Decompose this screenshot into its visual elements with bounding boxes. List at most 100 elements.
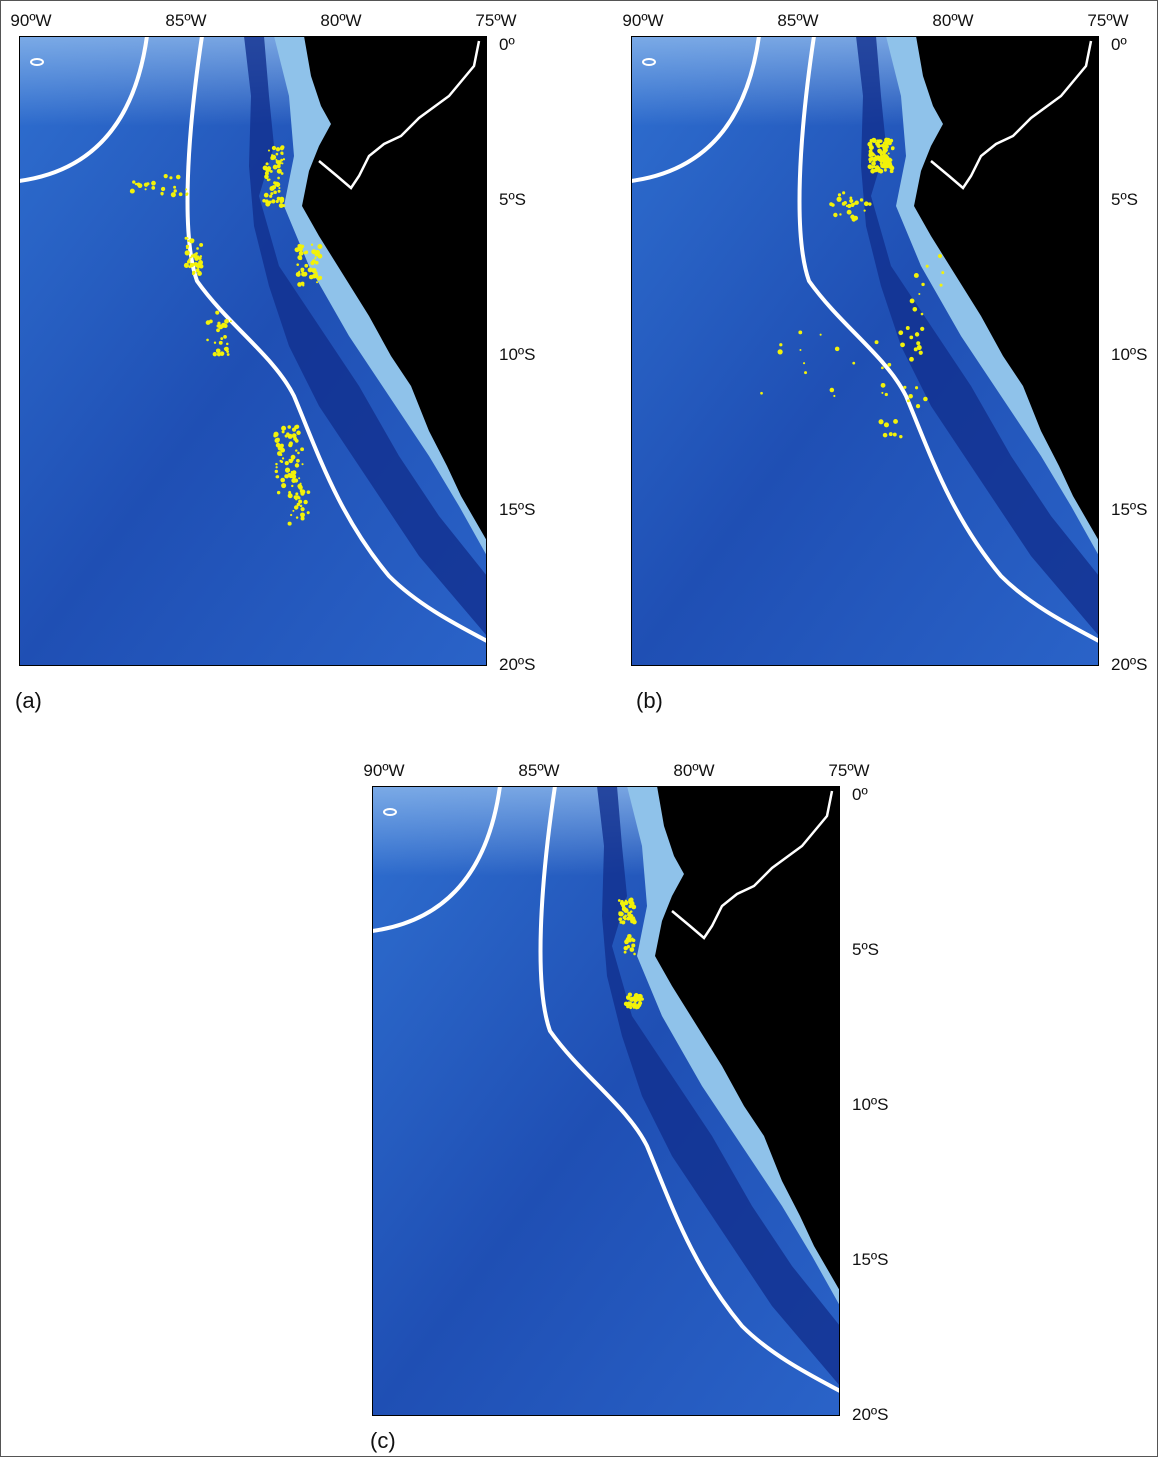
observation-dot: [132, 180, 135, 183]
observation-dot: [760, 392, 763, 395]
observation-dot: [880, 153, 882, 155]
observation-dot: [294, 478, 298, 482]
observation-dot: [833, 395, 835, 397]
observation-dot: [301, 270, 304, 273]
observation-dot: [634, 997, 637, 1000]
observation-dot: [220, 351, 225, 356]
observation-dot: [624, 914, 627, 917]
observation-dot: [632, 920, 637, 925]
observation-dot: [833, 213, 837, 217]
observation-dot: [879, 140, 882, 143]
observation-dot: [631, 943, 635, 947]
lat-label: 15ºS: [852, 1250, 888, 1269]
observation-dot: [627, 934, 632, 939]
observation-dot: [630, 910, 633, 913]
observation-dot: [903, 386, 906, 389]
observation-dot: [198, 257, 201, 260]
observation-dot: [893, 419, 898, 424]
observation-dot: [623, 908, 628, 913]
observation-dot: [876, 155, 881, 160]
observation-dot: [916, 404, 920, 408]
observation-dot: [281, 483, 286, 488]
observation-dot: [197, 271, 202, 276]
observation-dot: [842, 191, 845, 194]
observation-dot: [855, 201, 859, 205]
observation-dot: [888, 152, 890, 154]
observation-dot: [186, 192, 189, 195]
observation-dot: [279, 199, 283, 203]
observation-dot: [301, 516, 305, 520]
observation-dot: [161, 193, 163, 195]
observation-dot: [926, 265, 929, 268]
map-panel: 90ºW85ºW80ºW75ºW0º5ºS10ºS15ºS20ºS(c): [363, 761, 888, 1453]
observation-dot: [216, 328, 220, 332]
observation-dot: [910, 299, 915, 304]
observation-dot: [618, 899, 621, 902]
observation-dot: [849, 199, 853, 203]
observation-dot: [317, 277, 320, 280]
observation-dot: [624, 951, 627, 954]
observation-dot: [881, 383, 886, 388]
lon-label: 80ºW: [673, 761, 714, 780]
observation-dot: [268, 150, 270, 152]
observation-dot: [627, 914, 630, 917]
observation-dot: [908, 394, 913, 399]
observation-dot: [292, 474, 296, 478]
observation-dot: [624, 946, 628, 950]
observation-dot: [912, 307, 917, 312]
observation-dot: [838, 193, 841, 196]
lon-label: 75ºW: [475, 11, 516, 30]
observation-dot: [918, 293, 920, 295]
observation-dot: [893, 433, 897, 437]
observation-dot: [304, 251, 307, 254]
observation-dot: [220, 337, 223, 340]
observation-dot: [273, 190, 277, 194]
lon-label: 80ºW: [932, 11, 973, 30]
observation-dot: [804, 371, 807, 374]
observation-dot: [296, 263, 299, 266]
observation-dot: [921, 283, 924, 286]
observation-dot: [179, 192, 183, 196]
observation-dot: [173, 186, 176, 189]
observation-dot: [888, 141, 892, 145]
observation-dot: [145, 188, 147, 190]
observation-dot: [277, 491, 280, 494]
observation-dot: [938, 254, 942, 258]
lat-label: 5ºS: [1111, 190, 1138, 209]
observation-dot: [300, 447, 304, 451]
observation-dot: [941, 271, 944, 274]
observation-dot: [265, 171, 269, 175]
observation-dot: [864, 209, 866, 211]
observation-dot: [920, 327, 924, 331]
observation-dot: [314, 257, 316, 259]
observation-dot: [917, 345, 922, 350]
observation-dot: [830, 388, 835, 393]
observation-dot: [209, 320, 213, 324]
observation-dot: [199, 243, 203, 247]
observation-dot: [293, 437, 297, 441]
lat-label: 20ºS: [852, 1405, 888, 1424]
observation-dot: [939, 284, 942, 287]
observation-dot: [282, 204, 285, 207]
observation-dot: [275, 463, 277, 465]
observation-dot: [842, 202, 846, 206]
observation-dot: [301, 463, 303, 465]
observation-dot: [262, 199, 266, 203]
observation-dot: [779, 343, 782, 346]
observation-dot: [317, 244, 322, 249]
observation-dot: [298, 244, 302, 248]
observation-dot: [799, 349, 801, 351]
observation-dot: [184, 263, 189, 268]
observation-dot: [216, 348, 221, 353]
lat-label: 5ºS: [852, 940, 879, 959]
observation-dot: [162, 187, 165, 190]
observation-dot: [137, 183, 141, 187]
observation-dot: [852, 362, 855, 365]
observation-dot: [278, 187, 280, 189]
observation-dot: [864, 201, 869, 206]
observation-dot: [847, 210, 852, 215]
observation-dot: [621, 920, 625, 924]
observation-dot: [224, 347, 229, 352]
observation-dot: [188, 261, 190, 263]
observation-dot: [276, 153, 279, 156]
